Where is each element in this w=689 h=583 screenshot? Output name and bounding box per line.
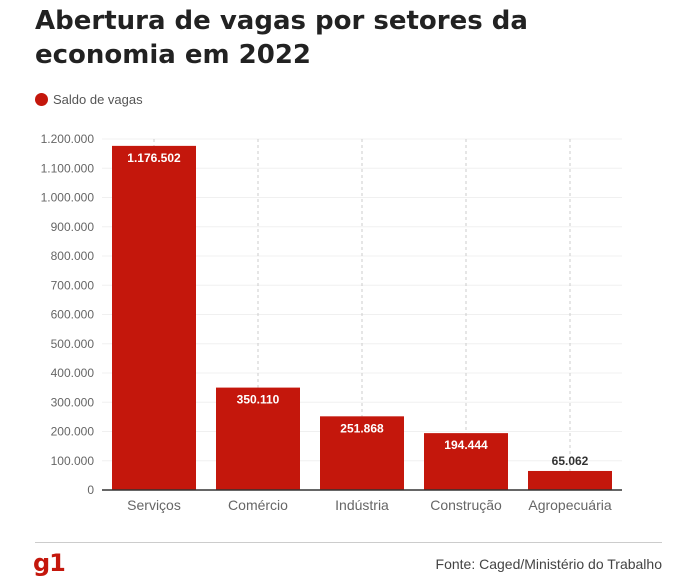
bar-agropecuária	[528, 470, 612, 490]
legend-label: Saldo de vagas	[53, 92, 143, 107]
footer-divider	[35, 542, 662, 543]
g1-logo: g1	[33, 549, 66, 577]
y-tick-label: 0	[87, 483, 94, 497]
y-tick-label: 500.000	[51, 337, 95, 351]
y-tick-label: 600.000	[51, 308, 95, 322]
bar-construção	[424, 433, 508, 490]
bar-value-label: 194.444	[444, 438, 488, 452]
bar-serviços	[112, 145, 196, 490]
bar-value-label: 350.110	[237, 393, 280, 407]
bar-indústria	[320, 416, 404, 490]
y-tick-label: 400.000	[51, 366, 95, 380]
x-tick-label: Indústria	[335, 497, 389, 513]
bar-value-label: 65.062	[552, 454, 589, 468]
x-tick-label: Comércio	[228, 497, 288, 513]
chart-title: Abertura de vagas por setores da economi…	[35, 6, 528, 70]
bar-value-label: 1.176.502	[127, 151, 181, 165]
legend: Saldo de vagas	[35, 92, 143, 107]
bar-comércio	[216, 387, 300, 490]
x-tick-label: Agropecuária	[528, 497, 611, 513]
bar-chart: 0 100.000 200.000 300.000 400.000 500.000 600.…	[41, 132, 622, 513]
y-tick-label: 100.000	[51, 454, 95, 468]
y-tick-label: 1.000.000	[41, 191, 95, 205]
y-tick-label: 200.000	[51, 425, 95, 439]
y-tick-label: 300.000	[51, 395, 95, 409]
x-tick-label: Serviços	[127, 497, 181, 513]
y-tick-label: 800.000	[51, 249, 95, 263]
source-note: Fonte: Caged/Ministério do Trabalho	[435, 556, 662, 572]
y-tick-label: 1.100.000	[41, 161, 95, 175]
bar-value-label: 251.868	[340, 421, 384, 435]
y-tick-label: 700.000	[51, 278, 95, 292]
y-tick-label: 900.000	[51, 220, 95, 234]
x-tick-label: Construção	[430, 497, 502, 513]
y-tick-label: 1.200.000	[41, 132, 95, 146]
legend-swatch	[35, 93, 48, 106]
